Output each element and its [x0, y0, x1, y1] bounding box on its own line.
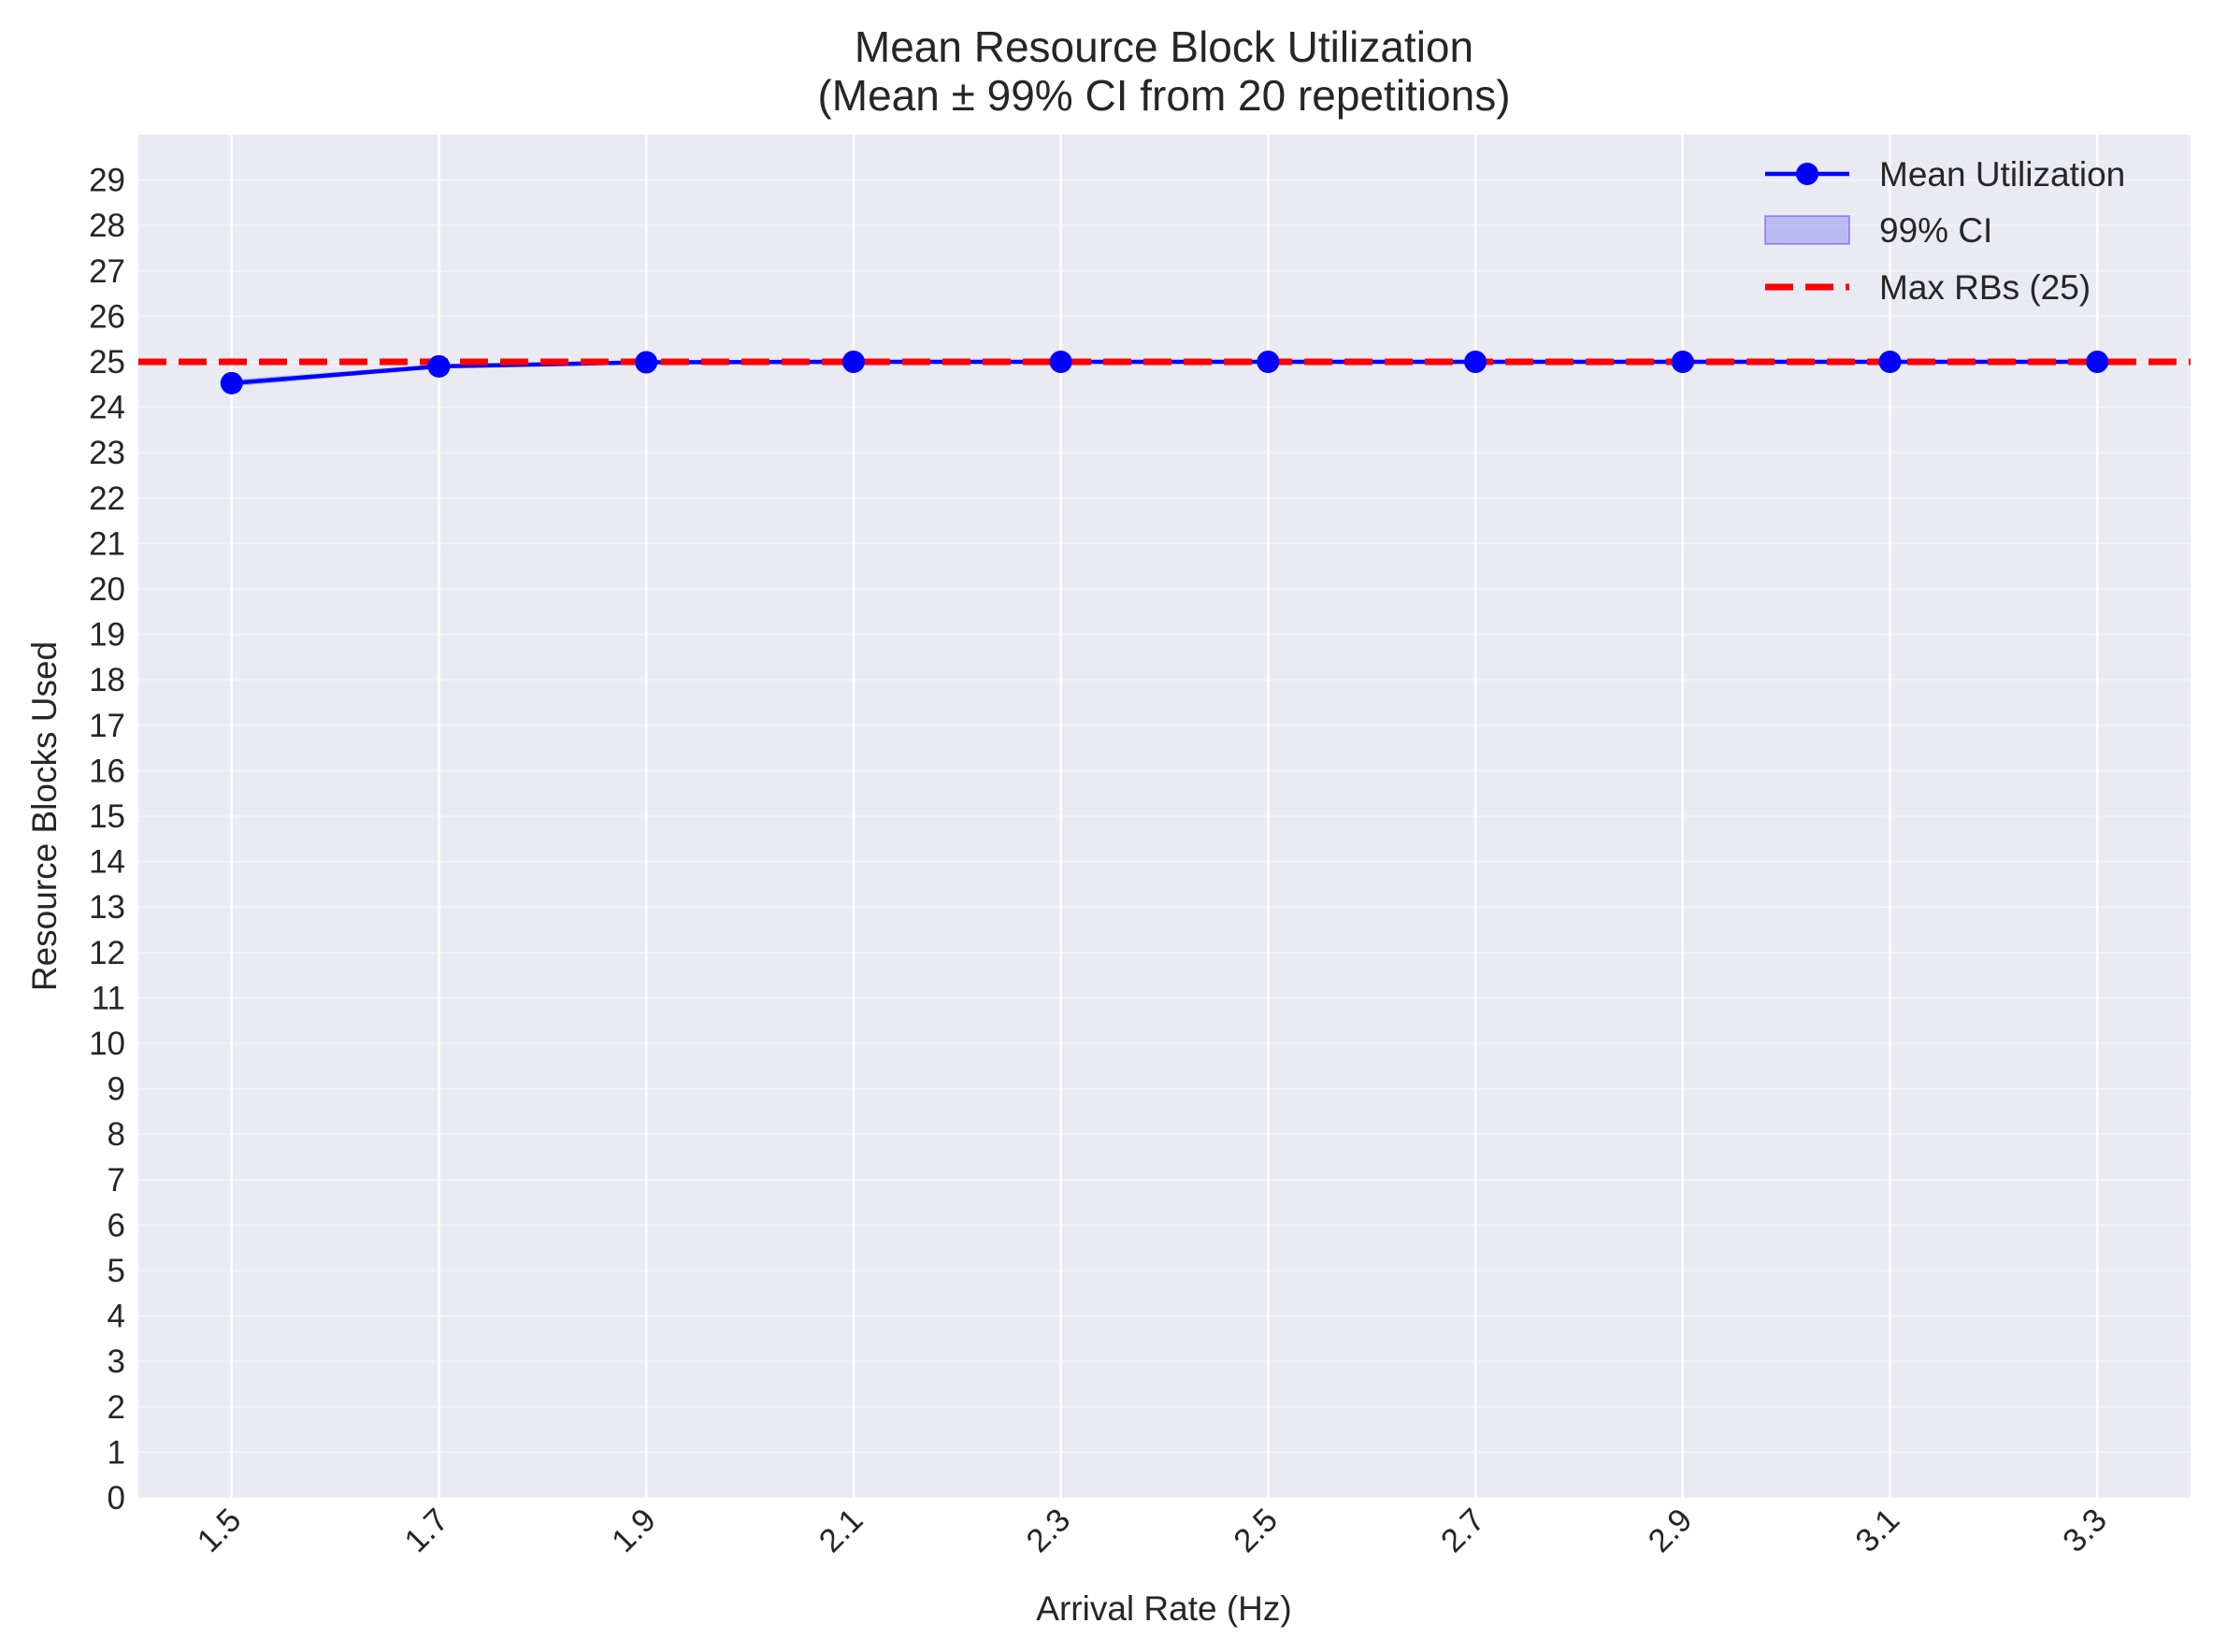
y-tick-label: 2	[108, 1389, 125, 1426]
data-point	[1464, 351, 1487, 373]
legend-label: Mean Utilization	[1879, 155, 2125, 194]
data-point	[2086, 351, 2109, 373]
y-tick-label: 22	[89, 481, 125, 517]
x-tick-label: 2.7	[1434, 1501, 1492, 1559]
y-tick-label: 19	[89, 617, 125, 654]
legend: Mean Utilization 99% CI Max RBs (25)	[1764, 155, 2125, 307]
y-tick-label: 9	[108, 1071, 125, 1108]
y-tick-label: 11	[92, 980, 125, 1016]
legend-mean-marker	[1796, 163, 1818, 185]
y-tick-label: 28	[89, 208, 125, 244]
y-tick-label: 12	[89, 935, 125, 971]
y-tick-label: 16	[89, 753, 125, 789]
x-tick-labels: 1.5 1.7 1.9 2.1 2.3 2.5 2.7 2.9 3.1 3.3	[190, 1501, 2113, 1559]
x-tick-label: 1.9	[605, 1501, 663, 1559]
y-tick-label: 26	[89, 298, 125, 335]
y-tick-label: 1	[108, 1434, 125, 1471]
data-point	[1049, 351, 1072, 373]
x-tick-label: 2.3	[1019, 1501, 1077, 1559]
y-tick-label: 18	[89, 662, 125, 698]
y-tick-label: 0	[108, 1480, 125, 1516]
y-tick-label: 6	[108, 1207, 125, 1243]
y-tick-label: 20	[89, 571, 125, 608]
y-tick-label: 15	[89, 798, 125, 835]
data-point	[220, 371, 243, 395]
data-point	[635, 351, 658, 374]
chart-subtitle: (Mean ± 99% CI from 20 repetitions)	[817, 71, 1510, 120]
data-point	[1257, 351, 1280, 373]
data-point	[841, 351, 865, 373]
y-tick-label: 7	[108, 1162, 125, 1199]
x-tick-label: 2.5	[1227, 1501, 1285, 1559]
x-tick-label: 2.9	[1641, 1501, 1699, 1559]
y-tick-label: 5	[108, 1253, 125, 1289]
legend-label: Max RBs (25)	[1879, 268, 2091, 307]
y-tick-label: 29	[89, 163, 125, 199]
x-tick-label: 1.5	[190, 1501, 248, 1559]
y-tick-label: 25	[89, 344, 125, 381]
data-point	[1878, 351, 1902, 373]
data-point	[427, 354, 451, 378]
x-tick-label: 2.1	[812, 1501, 870, 1559]
y-tick-label: 14	[89, 844, 125, 881]
y-tick-label: 13	[89, 889, 125, 926]
y-axis-label: Resource Blocks Used	[25, 641, 64, 991]
y-tick-label: 10	[89, 1026, 125, 1062]
x-tick-label: 1.7	[397, 1501, 455, 1559]
y-tick-label: 21	[89, 525, 125, 562]
y-tick-label: 17	[89, 708, 125, 744]
y-tick-label: 4	[108, 1299, 125, 1335]
x-axis-label: Arrival Rate (Hz)	[1036, 1589, 1291, 1628]
legend-label: 99% CI	[1879, 211, 1992, 250]
y-tick-label: 3	[108, 1343, 125, 1380]
y-tick-label: 8	[108, 1116, 125, 1153]
x-tick-label: 3.3	[2056, 1501, 2114, 1559]
y-tick-label: 23	[89, 435, 125, 471]
legend-ci-swatch	[1764, 215, 1850, 245]
data-point	[1671, 351, 1694, 373]
chart-title: Mean Resource Block Utilization	[855, 22, 1473, 71]
y-tick-label: 27	[89, 253, 125, 290]
y-tick-label: 24	[89, 390, 125, 426]
y-tick-labels: 0123456789101112131415161718192021222324…	[89, 163, 125, 1516]
x-tick-label: 3.1	[1848, 1501, 1906, 1559]
data-points	[220, 351, 2109, 395]
